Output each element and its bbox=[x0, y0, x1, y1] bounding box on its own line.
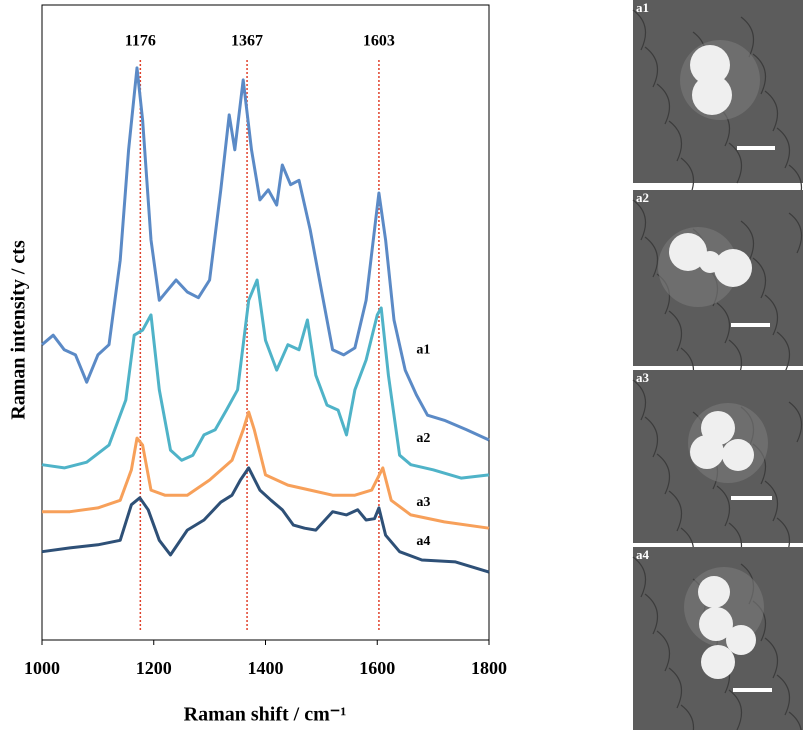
sem-particle bbox=[722, 439, 754, 471]
series-line bbox=[41, 466, 490, 574]
sem-texture bbox=[632, 199, 647, 241]
sem-texture bbox=[668, 120, 683, 162]
series-line bbox=[41, 66, 490, 442]
sem-texture bbox=[776, 127, 791, 169]
peak-label: 1176 bbox=[125, 33, 156, 50]
sem-texture bbox=[644, 593, 659, 635]
sem-texture bbox=[728, 142, 743, 184]
x-axis-label: Raman shift / cm⁻¹ bbox=[184, 704, 347, 726]
sem-texture bbox=[644, 46, 659, 88]
series-label: a2 bbox=[416, 431, 430, 446]
sem-particle bbox=[698, 576, 730, 608]
sem-texture bbox=[716, 302, 731, 344]
x-tick-label: 1600 bbox=[359, 658, 395, 678]
sem-texture bbox=[752, 53, 767, 95]
sem-texture bbox=[644, 236, 659, 278]
sem-texture bbox=[788, 401, 803, 443]
sem-texture bbox=[752, 257, 767, 299]
sem-particle bbox=[690, 45, 730, 85]
series-line bbox=[41, 278, 490, 480]
image-label: a1 bbox=[636, 0, 649, 15]
series-line bbox=[42, 410, 490, 530]
sem-texture bbox=[656, 630, 671, 672]
peak-label: 1603 bbox=[363, 33, 395, 50]
series-label: a1 bbox=[416, 342, 430, 357]
sem-texture bbox=[764, 294, 779, 336]
sem-particle bbox=[669, 233, 707, 271]
sem-particle bbox=[726, 625, 756, 655]
y-axis-label: Raman intensity / cts bbox=[8, 240, 30, 420]
x-tick-label: 1200 bbox=[136, 658, 172, 678]
sem-texture bbox=[668, 310, 683, 352]
x-tick-label: 1400 bbox=[248, 658, 284, 678]
sem-texture bbox=[644, 416, 659, 458]
image-label: a3 bbox=[636, 370, 650, 385]
sem-particle bbox=[690, 435, 724, 469]
peak-label: 1367 bbox=[231, 33, 263, 50]
sem-texture bbox=[632, 9, 647, 51]
sem-texture bbox=[764, 480, 779, 522]
sem-texture bbox=[656, 83, 671, 125]
series-label: a3 bbox=[416, 495, 430, 510]
sem-particle bbox=[714, 249, 752, 287]
image-label: a4 bbox=[636, 547, 650, 562]
sem-texture bbox=[776, 674, 791, 716]
sem-texture bbox=[728, 689, 743, 730]
series-label: a4 bbox=[416, 534, 430, 549]
x-tick-label: 1800 bbox=[471, 658, 507, 678]
image-label: a2 bbox=[636, 190, 649, 205]
sem-texture bbox=[632, 556, 647, 598]
sem-texture bbox=[680, 704, 695, 730]
sem-texture bbox=[740, 220, 755, 262]
sem-texture bbox=[764, 637, 779, 679]
sem-texture bbox=[668, 490, 683, 532]
sem-particle bbox=[699, 607, 733, 641]
sem-particle bbox=[692, 75, 732, 115]
sem-texture bbox=[788, 212, 803, 254]
sem-texture bbox=[740, 16, 755, 58]
sem-texture bbox=[716, 485, 731, 527]
sem-texture bbox=[764, 90, 779, 132]
sem-texture bbox=[632, 379, 647, 421]
sem-texture bbox=[776, 331, 791, 373]
sem-particle bbox=[701, 645, 735, 679]
sem-texture bbox=[656, 453, 671, 495]
sem-texture bbox=[668, 667, 683, 709]
x-tick-label: 1000 bbox=[24, 658, 60, 678]
